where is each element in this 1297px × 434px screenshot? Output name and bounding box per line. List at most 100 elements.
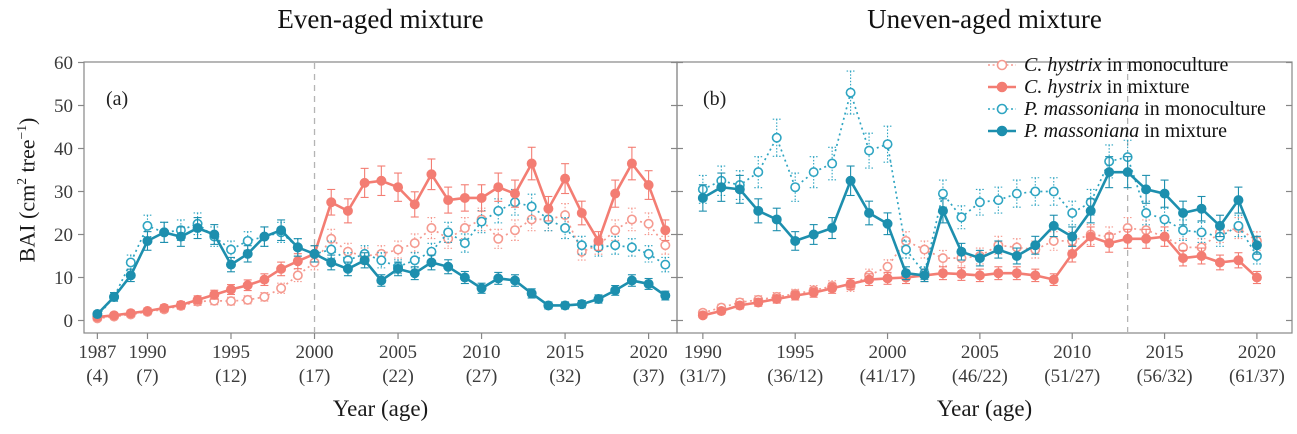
data-point-marker [409, 199, 420, 210]
data-point-marker [225, 284, 236, 295]
data-point-marker [1233, 255, 1244, 266]
data-point-marker [593, 235, 604, 246]
data-point-marker [242, 248, 253, 259]
y-tick-label: 60 [54, 53, 73, 74]
data-point-marker [808, 167, 819, 178]
axis-ticks: 0 10 20 30 40 50 60 1987 (4) 1990 (7) 1995 (12) 2000 (… [54, 53, 677, 387]
data-point-marker [476, 283, 487, 294]
data-point-marker [459, 272, 470, 283]
data-point-marker [376, 175, 387, 186]
data-point-marker [1067, 248, 1078, 259]
series-c-hystrix-in-mixture [92, 146, 671, 323]
data-point-marker [1141, 184, 1152, 195]
data-point-marker [882, 261, 893, 272]
x-tick-age-label: (31/7) [680, 366, 726, 387]
data-point-marker [292, 256, 303, 267]
data-point-marker [1196, 203, 1207, 214]
panel-a-title: Even-aged mixture [277, 4, 484, 34]
panel-b-x-axis-label: Year (age) [936, 396, 1033, 421]
data-point-marker [576, 208, 587, 219]
legend-species: P. massoniana [1024, 97, 1140, 120]
data-point-marker [292, 270, 303, 281]
data-point-marker [225, 244, 236, 255]
data-point-marker [159, 303, 170, 314]
data-point-marker [808, 229, 819, 240]
x-tick-age-label: (17) [299, 366, 331, 387]
x-tick-year-label: 2020 [630, 342, 668, 363]
data-point-marker [864, 274, 875, 285]
x-tick-age-label: (51/27) [1044, 366, 1100, 387]
data-point-marker [1251, 240, 1262, 251]
data-point-marker [882, 273, 893, 284]
legend-species: C. hystrix [1024, 75, 1102, 98]
data-point-marker [1122, 233, 1133, 244]
data-point-marker [845, 87, 856, 98]
data-point-marker [459, 238, 470, 249]
series-p-massoniana-in-mixture [697, 156, 1262, 283]
x-tick-year-label: 2010 [1053, 342, 1091, 363]
data-point-marker [359, 255, 370, 266]
data-point-marker [1196, 227, 1207, 238]
data-point-marker [610, 188, 621, 199]
data-point-marker [209, 229, 220, 240]
data-point-marker [771, 214, 782, 225]
data-point-marker [276, 225, 287, 236]
data-point-marker [1030, 186, 1041, 197]
data-point-marker [626, 242, 637, 253]
data-point-marker [359, 177, 370, 188]
data-point-marker [660, 259, 671, 270]
legend-suffix: in monoculture [1139, 97, 1266, 120]
data-point-marker [1048, 186, 1059, 197]
data-point-marker [242, 294, 253, 305]
data-point-marker [393, 182, 404, 193]
data-point-marker [771, 293, 782, 304]
panel-a: 0 10 20 30 40 50 60 1987 (4) 1990 (7) 1995 (12) 2000 (… [54, 53, 678, 387]
data-point-marker [159, 227, 170, 238]
x-tick-age-label: (56/32) [1137, 366, 1193, 387]
data-point-marker [393, 244, 404, 255]
legend-item-ch-mixture: C. hystrix in mixture [986, 76, 1266, 98]
solid-filled-circle-marker-icon [988, 81, 1016, 93]
data-point-marker [937, 205, 948, 216]
data-point-marker [426, 169, 437, 180]
data-point-marker [697, 310, 708, 321]
panel-b-label: (b) [703, 88, 727, 110]
series-c-hystrix-in-mixture [697, 226, 1262, 321]
data-point-marker [326, 197, 337, 208]
panel-b: 1990 (31/7) 1995 (36/12) 2000 (41/17) 2005 (46/… [676, 61, 1293, 387]
data-point-marker [845, 175, 856, 186]
data-point-marker [919, 270, 930, 281]
data-point-marker [192, 223, 203, 234]
data-point-marker [1011, 188, 1022, 199]
data-point-marker [409, 255, 420, 266]
data-point-marker [109, 310, 120, 321]
x-tick-year-label: 1990 [128, 342, 166, 363]
data-point-marker [576, 299, 587, 310]
data-point-marker [493, 273, 504, 284]
data-point-marker [993, 244, 1004, 255]
data-point-marker [259, 231, 270, 242]
data-point-marker [342, 263, 353, 274]
y-axis-label: BAI (cm2 tree−1) [8, 80, 39, 300]
series-p-massoniana-in-monoculture [697, 70, 1262, 281]
data-point-marker [1048, 235, 1059, 246]
data-point-marker [476, 192, 487, 203]
data-point-marker [309, 248, 320, 259]
data-point-marker [790, 235, 801, 246]
x-tick-year-label: 1995 [776, 342, 814, 363]
data-point-marker [259, 291, 270, 302]
data-point-marker [1122, 167, 1133, 178]
data-point-marker [1048, 220, 1059, 231]
data-point-marker [526, 158, 537, 169]
dotted-open-circle-marker-icon [988, 59, 1016, 71]
data-point-marker [901, 268, 912, 279]
data-point-marker [643, 248, 654, 259]
legend-item-ch-monoculture: C. hystrix in monoculture [986, 54, 1266, 76]
data-point-marker [626, 275, 637, 286]
x-tick-year-label: 2000 [869, 342, 907, 363]
data-point-marker [125, 308, 136, 319]
data-point-marker [827, 283, 838, 294]
data-point-marker [1141, 208, 1152, 219]
data-point-marker [734, 184, 745, 195]
data-point-marker [426, 223, 437, 234]
